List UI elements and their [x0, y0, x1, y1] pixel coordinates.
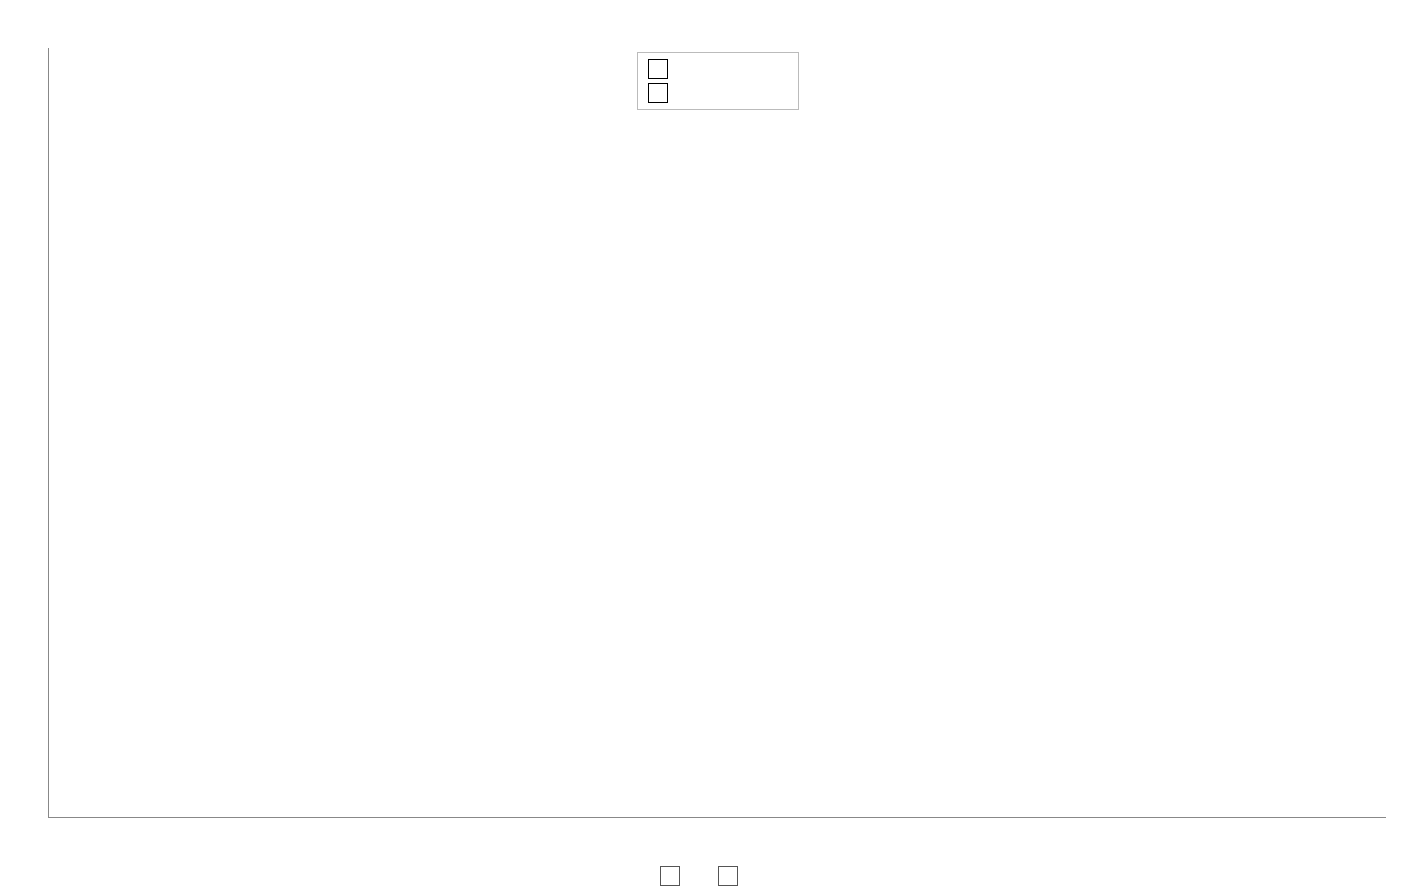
legend-item-1	[718, 866, 746, 886]
bottom-legend	[0, 866, 1406, 886]
legend-item-0	[660, 866, 688, 886]
swatch-pink	[648, 83, 668, 103]
stats-legend	[637, 52, 799, 110]
swatch-blue	[648, 59, 668, 79]
plot-wrap	[48, 48, 1386, 818]
legend-swatch-blue	[660, 866, 680, 886]
plot-area	[48, 48, 1386, 818]
stats-row-1	[648, 81, 788, 105]
stats-row-0	[648, 57, 788, 81]
legend-swatch-pink	[718, 866, 738, 886]
header-row	[0, 0, 1406, 15]
scatter-svg	[49, 48, 1386, 817]
